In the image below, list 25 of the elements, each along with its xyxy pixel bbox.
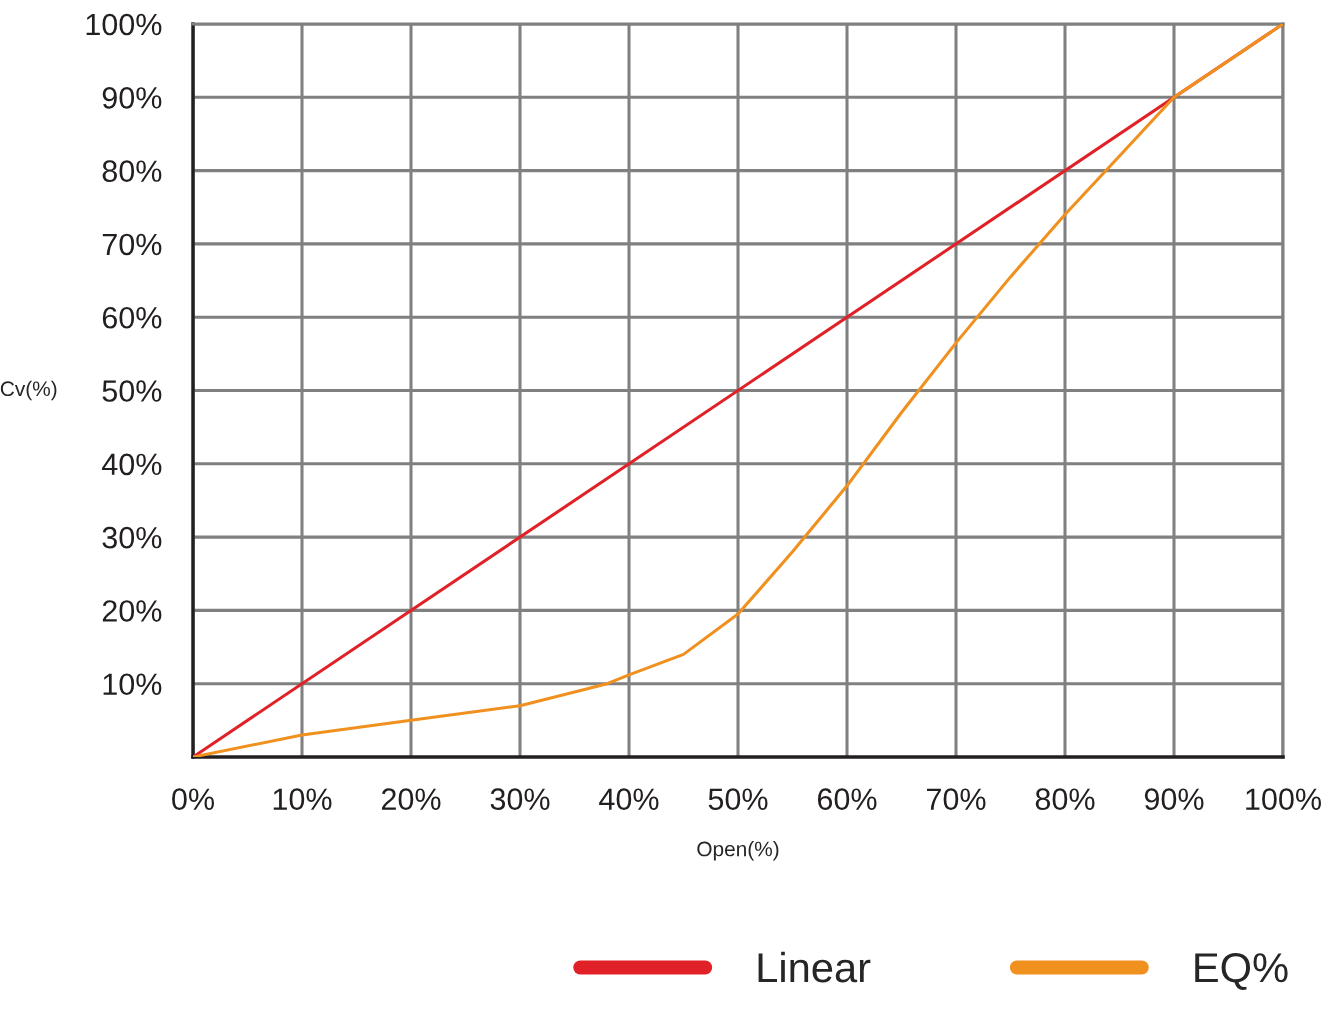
y-tick-label: 30% bbox=[102, 526, 162, 549]
y-tick-label: 70% bbox=[102, 233, 162, 256]
x-axis-title: Open(%) bbox=[697, 841, 779, 861]
x-tick-label: 90% bbox=[1144, 788, 1204, 810]
y-tick-label: 90% bbox=[102, 87, 162, 109]
x-tick-label: 40% bbox=[599, 788, 659, 810]
legend-label: EQ% bbox=[1195, 952, 1288, 990]
y-axis-title: Cv(%) bbox=[0, 380, 57, 401]
x-tick-label: 0% bbox=[172, 788, 214, 810]
y-tick-label: 40% bbox=[101, 453, 162, 476]
y-tick-label: 10% bbox=[103, 673, 162, 696]
y-tick-label: 50% bbox=[102, 380, 162, 402]
x-tick-label: 80% bbox=[1035, 788, 1095, 810]
x-tick-label: 20% bbox=[381, 788, 441, 810]
x-tick-label: 30% bbox=[490, 788, 550, 810]
y-tick-label: 80% bbox=[102, 160, 162, 182]
x-tick-label: 50% bbox=[708, 788, 768, 810]
x-tick-label: 100% bbox=[1246, 788, 1321, 810]
y-tick-label: 100% bbox=[86, 13, 162, 36]
x-tick-label: 60% bbox=[817, 788, 877, 810]
legend-label: Linear bbox=[758, 951, 871, 983]
x-tick-label: 10% bbox=[273, 788, 332, 810]
x-tick-label: 70% bbox=[926, 788, 986, 810]
y-tick-label: 20% bbox=[102, 600, 162, 622]
y-tick-label: 60% bbox=[102, 306, 162, 329]
